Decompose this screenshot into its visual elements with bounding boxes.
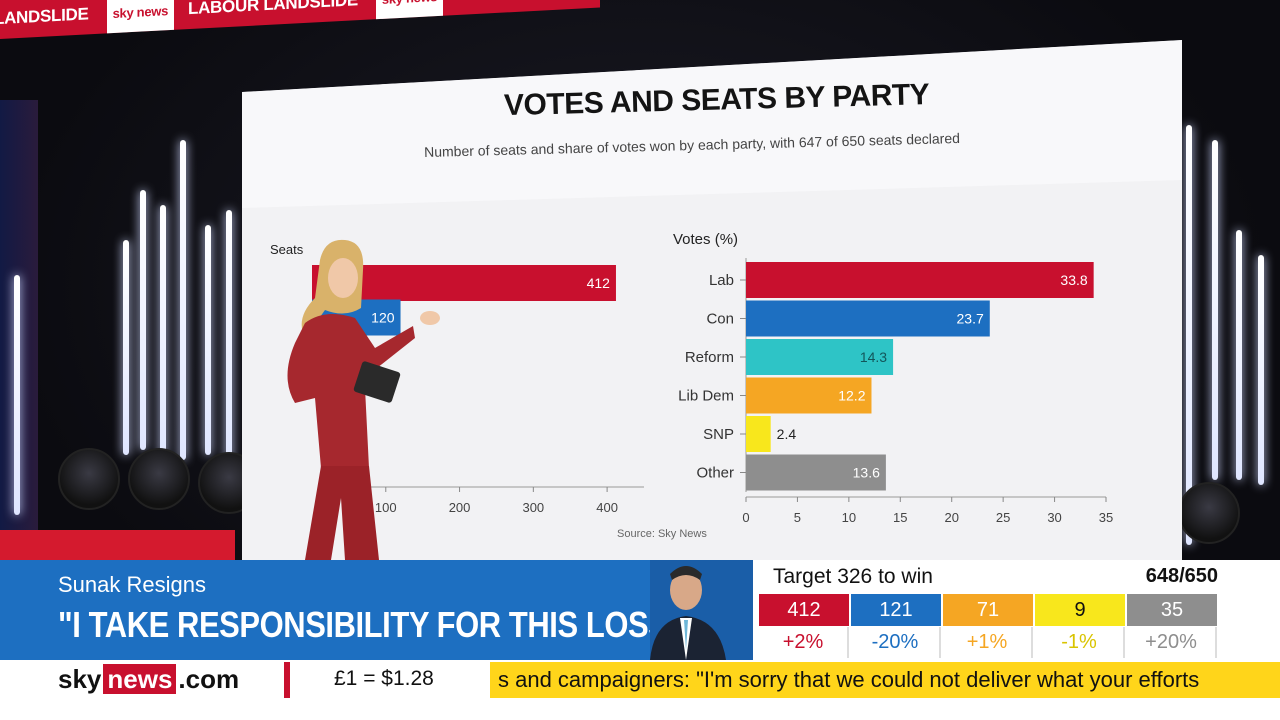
chart-source: Source: Sky News — [617, 528, 707, 540]
votes-value-label: 14.3 — [860, 349, 887, 365]
votes-x-tick-label: 15 — [893, 510, 907, 525]
light-tube — [140, 190, 146, 450]
results-panel: Target 326 to win 648/650 412 +2% 121 -20% 7… — [753, 560, 1280, 660]
presenter-figure — [287, 239, 440, 560]
light-tube — [123, 240, 129, 455]
top-ribbon: LANDSLIDE sky news LABOUR LANDSLIDE sky new… — [0, 0, 600, 41]
light-tube — [1212, 140, 1218, 480]
votes-bar-snp — [746, 416, 771, 452]
video-wall: VOTES AND SEATS BY PARTY Number of seats… — [242, 40, 1182, 560]
stage-floor — [0, 530, 235, 560]
votes-bars: Lab 33.8 Con 23.7 Reform 14.3 Lib Dem 12.2 SNP 2.… — [678, 262, 1094, 491]
votes-x-tick-label: 30 — [1047, 510, 1061, 525]
votes-value-label: 12.2 — [838, 388, 865, 404]
portrait-face — [670, 570, 702, 610]
result-change: +2% — [759, 627, 849, 658]
ribbon-item: LANDSLIDE — [0, 4, 89, 29]
news-ticker: s and campaigners: "I'm sorry that we co… — [490, 662, 1280, 698]
votes-x-tick-label: 0 — [742, 510, 749, 525]
votes-x-tick-label: 20 — [944, 510, 958, 525]
presenter-jacket — [287, 314, 415, 468]
presenter-face — [328, 258, 358, 298]
result-change: -1% — [1035, 627, 1125, 658]
light-tube — [1258, 255, 1264, 485]
votes-x-tick-label: 10 — [842, 510, 856, 525]
light-tube — [14, 275, 20, 515]
votes-category-label: Lab — [709, 272, 734, 289]
votes-category-label: SNP — [703, 426, 734, 443]
target-label: Target 326 to win — [773, 565, 933, 588]
light-tube — [1236, 230, 1242, 480]
seats-value-label: 120 — [371, 310, 395, 326]
votes-bar-lib-dem — [746, 377, 872, 414]
light-tube — [205, 225, 211, 455]
votes-value-label: 13.6 — [853, 465, 880, 481]
ribbon-sky-logo: sky news — [375, 0, 444, 22]
result-seats: 121 — [851, 594, 941, 626]
portrait-photo — [650, 560, 753, 660]
result-seats: 412 — [759, 594, 849, 626]
logo-news: news — [103, 664, 177, 694]
seats-x-tick-label: 400 — [596, 500, 618, 515]
votes-bar-lab — [746, 262, 1094, 298]
votes-value-label: 2.4 — [777, 426, 797, 442]
votes-value-label: 33.8 — [1060, 272, 1087, 288]
presenter-hand — [420, 311, 440, 325]
studio-lamp — [1178, 482, 1240, 544]
votes-bar-other — [746, 454, 886, 491]
votes-x-tick-label: 5 — [794, 510, 801, 525]
ribbon-item: LABOUR LANDSLIDE — [188, 0, 358, 19]
presenter-trousers — [305, 466, 379, 560]
fx-rate: £1 = $1.28 — [334, 667, 434, 690]
headline-kicker: Sunak Resigns — [58, 572, 206, 597]
logo-sky: sky — [58, 664, 102, 694]
votes-bar-reform — [746, 339, 894, 375]
ticker-text: s and campaigners: "I'm sorry that we co… — [498, 667, 1200, 692]
sky-news-logo: sky news .com — [58, 664, 239, 695]
seats-x-tick-label: 200 — [449, 500, 471, 515]
votes-category-label: Reform — [685, 349, 734, 366]
headline-main: "I TAKE RESPONSIBILITY FOR THIS LOSS" — [58, 604, 683, 645]
logo-com: .com — [178, 664, 240, 694]
portrait-hair — [670, 566, 702, 580]
result-seats: 71 — [943, 594, 1033, 626]
seats-axis-title: Seats — [270, 242, 304, 257]
light-tube — [180, 140, 186, 460]
studio-lamp — [128, 448, 190, 510]
portrait-tie — [684, 620, 688, 650]
logo-divider — [284, 662, 290, 698]
seats-x-tick-label: 300 — [522, 500, 544, 515]
seats-x-tick-label: 100 — [375, 500, 397, 515]
votes-x-tick-label: 25 — [996, 510, 1010, 525]
result-seats: 35 — [1127, 594, 1217, 626]
portrait-silhouette — [650, 566, 726, 660]
votes-axis-title: Votes (%) — [673, 231, 738, 248]
light-tube — [160, 205, 166, 455]
result-change: +20% — [1127, 627, 1217, 658]
seats-declared: 648/650 — [1145, 565, 1218, 587]
votes-chart: Votes (%) Lab 33.8 Con 23.7 Reform 14.3 Lib De… — [673, 231, 1113, 525]
ribbon-sky-logo: sky news — [106, 0, 174, 36]
lower-third-headline — [0, 560, 650, 660]
studio-lamp — [58, 448, 120, 510]
result-seats: 9 — [1035, 594, 1125, 626]
votes-category-label: Con — [706, 311, 734, 328]
votes-category-label: Lib Dem — [678, 388, 734, 405]
votes-x-tick-label: 35 — [1099, 510, 1113, 525]
light-tube — [1186, 125, 1192, 545]
votes-bar-con — [746, 300, 990, 337]
seats-value-label: 412 — [587, 275, 611, 291]
light-tube — [226, 210, 232, 460]
presenter-tablet — [353, 361, 401, 403]
votes-value-label: 23.7 — [957, 311, 984, 327]
votes-category-label: Other — [696, 465, 734, 482]
seats-ticks: 100 200 300 400 — [375, 487, 618, 515]
result-change: +1% — [943, 627, 1033, 658]
ribbon-item: LABOUR — [443, 0, 542, 16]
result-change: -20% — [851, 627, 941, 658]
votes-ticks: 0 5 10 15 20 25 30 35 — [742, 497, 1113, 525]
